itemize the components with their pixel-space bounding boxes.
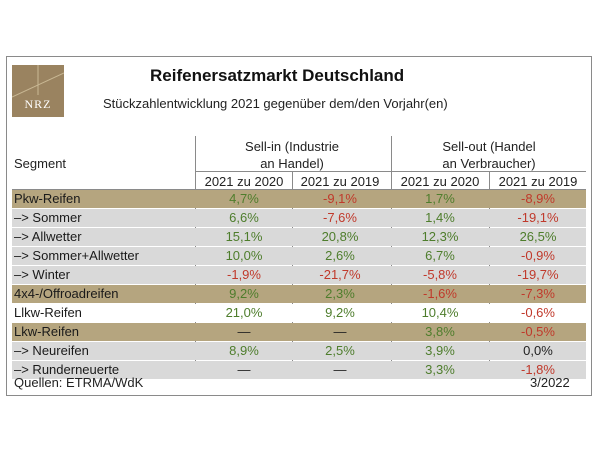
value-cell: 1,7% xyxy=(425,191,455,206)
value-cell: -9,1% xyxy=(323,191,357,206)
value-cell: -0,5% xyxy=(521,324,555,339)
value-cell: -21,7% xyxy=(319,267,361,282)
value-cell: 3,9% xyxy=(425,343,455,358)
table-row: –> Neureifen 8,9% 2,5% 3,9% 0,0% xyxy=(12,342,586,360)
value-cell: -1,9% xyxy=(227,267,261,282)
segment-label: 4x4-/Offroadreifen xyxy=(14,286,119,301)
table-row: Llkw-Reifen 21,0% 9,2% 10,4% -0,6% xyxy=(12,304,586,322)
logo-mark-icon xyxy=(12,65,64,98)
value-cell: 26,5% xyxy=(519,229,557,244)
column-header: 2021 zu 2019 xyxy=(300,174,380,189)
value-cell: 2,6% xyxy=(325,248,355,263)
nrz-logo: NRZ xyxy=(12,65,64,117)
value-cell: -1,8% xyxy=(521,362,555,377)
sell-out-header-line2: an Verbraucher) xyxy=(442,156,536,171)
value-cell: 6,7% xyxy=(425,248,455,263)
column-header: 2021 zu 2020 xyxy=(400,174,480,189)
value-cell: -0,9% xyxy=(521,248,555,263)
value-cell: -0,6% xyxy=(521,305,555,320)
sell-out-header: Sell-out (Handel an Verbraucher) xyxy=(392,138,586,172)
value-cell: — xyxy=(237,324,251,339)
value-cell: 3,8% xyxy=(425,324,455,339)
segment-label: –> Runderneuerte xyxy=(14,362,120,377)
column-header: 2021 zu 2019 xyxy=(498,174,578,189)
value-cell: 8,9% xyxy=(229,343,259,358)
table-row: 4x4-/Offroadreifen 9,2% 2,3% -1,6% -7,3% xyxy=(12,285,586,303)
value-cell: 2,3% xyxy=(325,286,355,301)
segment-header: Segment xyxy=(14,156,67,171)
value-cell: 2,5% xyxy=(325,343,355,358)
date-note: 3/2022 xyxy=(530,375,570,390)
table-row: Pkw-Reifen 4,7% -9,1% 1,7% -8,9% xyxy=(12,190,586,208)
segment-label: Lkw-Reifen xyxy=(14,324,80,339)
table-row: Lkw-Reifen — — 3,8% -0,5% xyxy=(12,323,586,341)
sell-in-header: Sell-in (Industrie an Handel) xyxy=(196,138,388,172)
table-row: –> Allwetter 15,1% 20,8% 12,3% 26,5% xyxy=(12,228,586,246)
value-cell: -19,1% xyxy=(517,210,559,225)
divider xyxy=(195,171,586,172)
value-cell: 9,2% xyxy=(325,305,355,320)
segment-label: Pkw-Reifen xyxy=(14,191,81,206)
value-cell: -7,3% xyxy=(521,286,555,301)
value-cell: 12,3% xyxy=(421,229,459,244)
sell-out-header-line1: Sell-out (Handel xyxy=(442,139,536,154)
segment-label: Llkw-Reifen xyxy=(14,305,82,320)
value-cell: 6,6% xyxy=(229,210,259,225)
segment-label: –> Sommer+Allwetter xyxy=(14,248,139,263)
segment-label: –> Allwetter xyxy=(14,229,82,244)
sell-in-header-line1: Sell-in (Industrie xyxy=(245,139,339,154)
value-cell: 20,8% xyxy=(321,229,359,244)
table-frame xyxy=(6,56,592,396)
value-cell: 3,3% xyxy=(425,362,455,377)
table-row: –> Winter -1,9% -21,7% -5,8% -19,7% xyxy=(12,266,586,284)
segment-label: –> Neureifen xyxy=(14,343,89,358)
table-row: –> Sommer 6,6% -7,6% 1,4% -19,1% xyxy=(12,209,586,227)
value-cell: -19,7% xyxy=(517,267,559,282)
column-header: 2021 zu 2020 xyxy=(204,174,284,189)
sell-in-header-line2: an Handel) xyxy=(260,156,324,171)
value-cell: -8,9% xyxy=(521,191,555,206)
table-row: –> Runderneuerte — — 3,3% -1,8% xyxy=(12,361,586,379)
value-cell: 10,4% xyxy=(421,305,459,320)
value-cell: — xyxy=(237,362,251,377)
value-cell: -5,8% xyxy=(423,267,457,282)
page-title: Reifenersatzmarkt Deutschland xyxy=(150,66,405,85)
page-subtitle: Stückzahlentwicklung 2021 gegenüber dem/… xyxy=(103,96,448,111)
table-row: –> Sommer+Allwetter 10,0% 2,6% 6,7% -0,9% xyxy=(12,247,586,265)
value-cell: -1,6% xyxy=(423,286,457,301)
segment-label: –> Winter xyxy=(14,267,70,282)
value-cell: 21,0% xyxy=(225,305,263,320)
source-note: Quellen: ETRMA/WdK xyxy=(14,375,144,390)
segment-label: –> Sommer xyxy=(14,210,82,225)
value-cell: 9,2% xyxy=(229,286,259,301)
value-cell: 0,0% xyxy=(523,343,553,358)
divider xyxy=(12,189,586,190)
logo-text: NRZ xyxy=(24,97,52,111)
value-cell: 1,4% xyxy=(425,210,455,225)
value-cell: 15,1% xyxy=(225,229,263,244)
value-cell: -7,6% xyxy=(323,210,357,225)
value-cell: — xyxy=(333,324,347,339)
value-cell: — xyxy=(333,362,347,377)
value-cell: 10,0% xyxy=(225,248,263,263)
value-cell: 4,7% xyxy=(229,191,259,206)
